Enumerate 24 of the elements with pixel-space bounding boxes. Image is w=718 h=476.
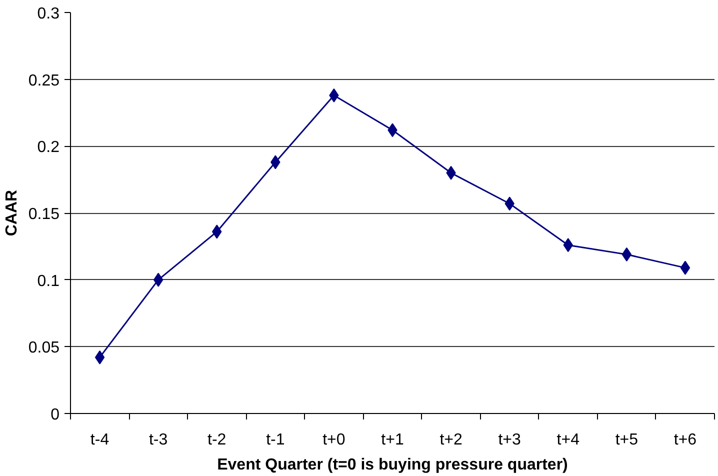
y-tick-label: 0.05 xyxy=(28,340,60,357)
point xyxy=(94,350,105,364)
y-tick-label: 0.25 xyxy=(28,72,60,90)
x-tick-label: t-4 xyxy=(90,432,110,448)
x-tick-label: t-2 xyxy=(208,432,226,448)
y-tick-label: 0 xyxy=(50,406,60,424)
x-tick-label: t+2 xyxy=(440,432,462,448)
x-tick-label: t+3 xyxy=(498,432,522,448)
y-tick-label: 0.3 xyxy=(37,6,60,22)
point xyxy=(622,247,632,262)
x-tick-label: t+1 xyxy=(381,432,404,448)
x-axis-title: Event Quarter (t=0 is buying pressure quarter) xyxy=(217,456,568,474)
x-tick-label: t-3 xyxy=(148,432,168,448)
point xyxy=(153,272,164,287)
x-tick-label: t-1 xyxy=(266,432,285,448)
x-tick-label: t+0 xyxy=(322,432,346,448)
x-tick-label: t+4 xyxy=(556,432,580,448)
y-tick-label: 0.15 xyxy=(28,206,60,223)
y-axis-title: CAAR xyxy=(3,189,20,236)
y-tick-label: 0.1 xyxy=(37,272,60,290)
point xyxy=(680,260,690,275)
y-tick-label: 0.2 xyxy=(37,139,60,156)
x-tick-label: t+6 xyxy=(674,432,697,448)
x-tick-label: t+5 xyxy=(615,432,638,448)
